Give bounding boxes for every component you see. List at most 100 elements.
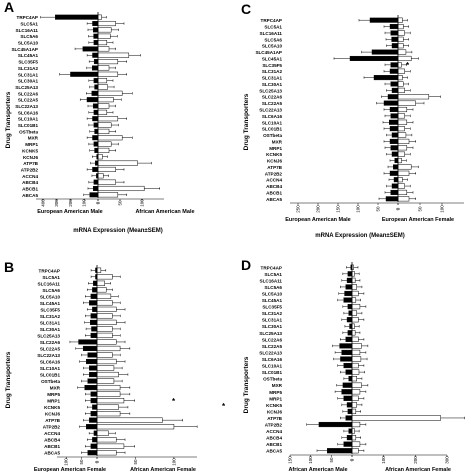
category-label: SLC25A13 [15, 85, 38, 90]
bar-left [343, 441, 353, 447]
category-label: ABCB4 [266, 184, 282, 189]
bar-right [397, 17, 403, 23]
bar-right [96, 274, 113, 280]
tick-label: 400 [40, 199, 45, 207]
tick-label: 150 [288, 456, 293, 464]
tick-label: 50 [376, 206, 381, 212]
category-label: SLC01B1 [40, 373, 61, 378]
category-label: SLC30A1 [18, 79, 39, 84]
category-label: SLC22A5 [40, 346, 61, 351]
tick-label: 0 [396, 207, 401, 210]
tick-label: 300 [54, 199, 59, 207]
bar-left [90, 398, 98, 404]
bar-right [97, 103, 110, 109]
category-label: SLC22A6 [262, 95, 283, 100]
category-label: SLC31A2 [262, 311, 283, 316]
bar-right [351, 277, 356, 283]
bar-right [397, 30, 405, 36]
group-label-left: European American Female [34, 467, 106, 473]
category-label: ATP7B [267, 416, 282, 421]
bar-right [96, 391, 121, 397]
category-label: SLC25A13 [259, 88, 282, 93]
category-label: SLC5A1 [264, 272, 282, 277]
y-axis-label: Drug Transporters [5, 351, 12, 408]
bar-right [97, 122, 112, 128]
bar-left [371, 49, 399, 55]
bar-left [90, 319, 98, 325]
bar-left [394, 158, 399, 164]
category-label: SLC30A1 [262, 324, 283, 329]
bar-left [90, 313, 98, 319]
category-label: SLC5A10 [262, 44, 283, 49]
category-label: SLC01B1 [262, 127, 283, 132]
category-label: TRPC4AP [261, 265, 282, 270]
bar-left [92, 287, 98, 293]
category-label: SLC10A1 [262, 364, 283, 369]
category-label: SLC22A6 [262, 337, 283, 342]
bar-right [96, 293, 112, 299]
bar-right [397, 49, 407, 55]
bar-right [96, 443, 125, 449]
bar-right [97, 14, 102, 20]
tick-label: 50 [118, 200, 123, 206]
tick-label: 0 [350, 458, 355, 461]
category-label: SLC16A11 [260, 278, 283, 283]
bar-right [97, 116, 119, 122]
category-label: SLC10A1 [40, 366, 61, 371]
bar-left [93, 78, 99, 84]
tick-label: 100 [82, 199, 87, 207]
bar-right [97, 166, 116, 172]
bar-right [351, 297, 357, 303]
y-axis-label: Drug Transporters [5, 91, 12, 148]
category-label: SLC45A1 [18, 53, 39, 58]
bar-right [96, 332, 113, 339]
category-label: SLC22A13 [15, 104, 38, 109]
bar-left [385, 196, 399, 202]
category-label: MXR [272, 383, 283, 388]
category-label: SLC10A1 [262, 120, 283, 125]
bar-right [97, 179, 116, 185]
category-label: SLC31A2 [18, 66, 39, 71]
bar-left [91, 90, 99, 96]
bar-right [397, 151, 405, 157]
bar-right [351, 402, 357, 408]
bar-left [92, 27, 99, 33]
category-label: SLC35F5 [18, 60, 38, 65]
y-axis-label: Drug Transporters [243, 356, 250, 413]
tick-label: 50 [133, 459, 138, 465]
bar-right [96, 306, 117, 312]
category-label: MRP1 [269, 146, 282, 151]
bar-right [97, 147, 110, 153]
category-label: SLC31A2 [262, 69, 283, 74]
category-label: KCNK5 [266, 152, 282, 157]
bar-left [391, 36, 399, 42]
bar-right [351, 284, 357, 290]
category-label: SLC5A1 [264, 25, 282, 30]
bar-left [92, 52, 99, 58]
category-label: OSTbeta [263, 377, 282, 382]
bar-right [397, 177, 403, 183]
category-label: MXR [28, 136, 39, 141]
category-label: SLC35F5 [262, 305, 282, 310]
category-label: SLC01B1 [262, 370, 283, 375]
bar-right [97, 65, 110, 71]
bar-right [397, 164, 412, 170]
bar-left [389, 138, 399, 144]
bar-right [97, 154, 103, 160]
category-label: SLC6A16 [262, 114, 283, 119]
category-label: SLC5A10 [262, 291, 283, 296]
bar-left [92, 185, 99, 191]
bar-left [70, 71, 99, 77]
bar-right [97, 20, 116, 27]
bar-right [397, 126, 405, 132]
bar-right [97, 185, 145, 192]
category-label: MRP1 [25, 142, 38, 147]
bar-right [97, 90, 123, 96]
category-label: ATP2B2 [43, 425, 61, 430]
bar-left [92, 21, 99, 27]
tick-label: 200 [316, 205, 321, 213]
y-axis-label: Drug Transporters [243, 93, 250, 150]
